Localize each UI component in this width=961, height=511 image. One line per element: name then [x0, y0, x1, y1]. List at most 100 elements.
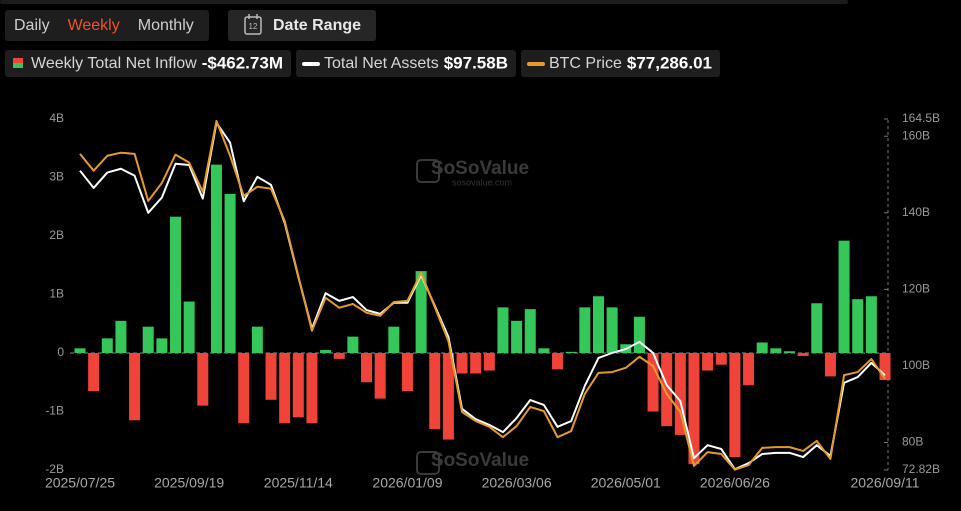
bar	[320, 350, 332, 353]
bar	[702, 353, 714, 371]
bar	[333, 353, 345, 359]
bar	[511, 320, 523, 353]
bar	[524, 309, 536, 353]
bar	[592, 296, 604, 353]
watermark-url: sosovalue.com	[452, 177, 512, 187]
y-tick-label: 3B	[49, 170, 64, 184]
bar	[852, 299, 864, 353]
y-tick-label: 0	[57, 345, 64, 359]
bar	[838, 240, 850, 353]
bar	[374, 353, 386, 399]
bar	[688, 353, 700, 465]
top-bar	[0, 0, 848, 4]
x-tick-label: 2025/07/25	[45, 475, 115, 491]
date-range-button[interactable]	[228, 10, 376, 41]
bar	[497, 307, 509, 353]
bar	[361, 353, 373, 383]
bar	[388, 326, 400, 353]
bar	[238, 353, 250, 424]
legend-value: $77,286.01	[627, 53, 712, 72]
y-tick-label: 2B	[49, 228, 64, 242]
x-tick-label: 2025/11/14	[264, 475, 333, 491]
legend-label: Weekly Total Net Inflow	[31, 55, 197, 72]
bar	[170, 216, 182, 353]
bar	[606, 307, 618, 353]
bar	[224, 193, 236, 353]
legend-value: -$462.73M	[202, 53, 283, 72]
bar	[101, 338, 113, 353]
line	[79, 119, 886, 471]
y2-tick-label: 72.82B	[902, 462, 940, 476]
legend-item	[295, 50, 516, 77]
bar	[865, 296, 877, 353]
bar	[347, 336, 359, 353]
watermark-logo	[416, 159, 440, 183]
legend-swatch	[13, 58, 23, 63]
bar	[456, 353, 468, 374]
bar	[306, 353, 318, 424]
bar	[265, 353, 277, 400]
bar	[156, 338, 168, 353]
bar	[715, 353, 727, 365]
y2-tick-label: 80B	[902, 435, 923, 449]
bar	[565, 351, 577, 353]
bar	[797, 353, 809, 356]
date-range-label[interactable]: Date Range	[273, 17, 361, 34]
y-tick-label: 4B	[49, 111, 64, 125]
bar	[74, 348, 86, 353]
bar	[251, 326, 263, 353]
bar	[129, 353, 141, 421]
calendar-icon: 12	[244, 14, 262, 35]
bar	[633, 316, 645, 353]
bar	[183, 301, 195, 353]
bar	[783, 351, 795, 353]
x-tick-label: 2026/05/01	[591, 475, 661, 491]
x-tick-label: 2025/09/19	[154, 475, 224, 491]
bar	[579, 307, 591, 353]
legend-label: Total Net Assets	[324, 55, 439, 72]
bar	[401, 353, 413, 392]
bar	[743, 353, 755, 386]
bar	[538, 348, 550, 353]
y2-tick-label: 164.5B	[902, 111, 940, 125]
period-option[interactable]: Weekly	[68, 17, 120, 34]
bar	[142, 326, 154, 353]
period-switch	[5, 10, 209, 41]
bar	[879, 353, 891, 381]
bar	[770, 348, 782, 353]
legend-label: BTC Price	[549, 55, 622, 72]
y-tick-label: 1B	[49, 287, 64, 301]
bar	[824, 353, 836, 377]
y-tick-label: -2B	[45, 462, 64, 476]
x-tick-label: 2026/01/09	[372, 475, 442, 491]
y2-tick-label: 120B	[902, 282, 930, 296]
legend-item	[5, 50, 291, 77]
bar	[88, 353, 100, 392]
calendar-day: 12	[249, 22, 258, 31]
legend-item	[520, 50, 720, 77]
watermark: SoSoValue	[431, 450, 529, 471]
y2-tick-label: 140B	[902, 205, 930, 219]
x-tick-label: 2026/06/26	[700, 475, 770, 491]
period-option[interactable]: Monthly	[138, 17, 194, 34]
bar	[429, 353, 441, 430]
bar	[661, 353, 673, 427]
bar	[442, 353, 454, 440]
y-tick-label: -1B	[45, 404, 64, 418]
bar	[279, 353, 291, 424]
bar	[197, 353, 209, 406]
period-option[interactable]: Daily	[14, 17, 50, 34]
y2-tick-label: 100B	[902, 358, 930, 372]
bar	[756, 342, 768, 353]
x-tick-label: 2026/09/11	[850, 475, 919, 491]
bar	[415, 271, 427, 353]
watermark: SoSoValue	[431, 158, 529, 179]
bar	[674, 353, 686, 435]
bar	[647, 353, 659, 412]
bar	[552, 353, 564, 370]
watermark-logo	[416, 451, 440, 475]
bar	[470, 353, 482, 374]
bar	[811, 303, 823, 353]
